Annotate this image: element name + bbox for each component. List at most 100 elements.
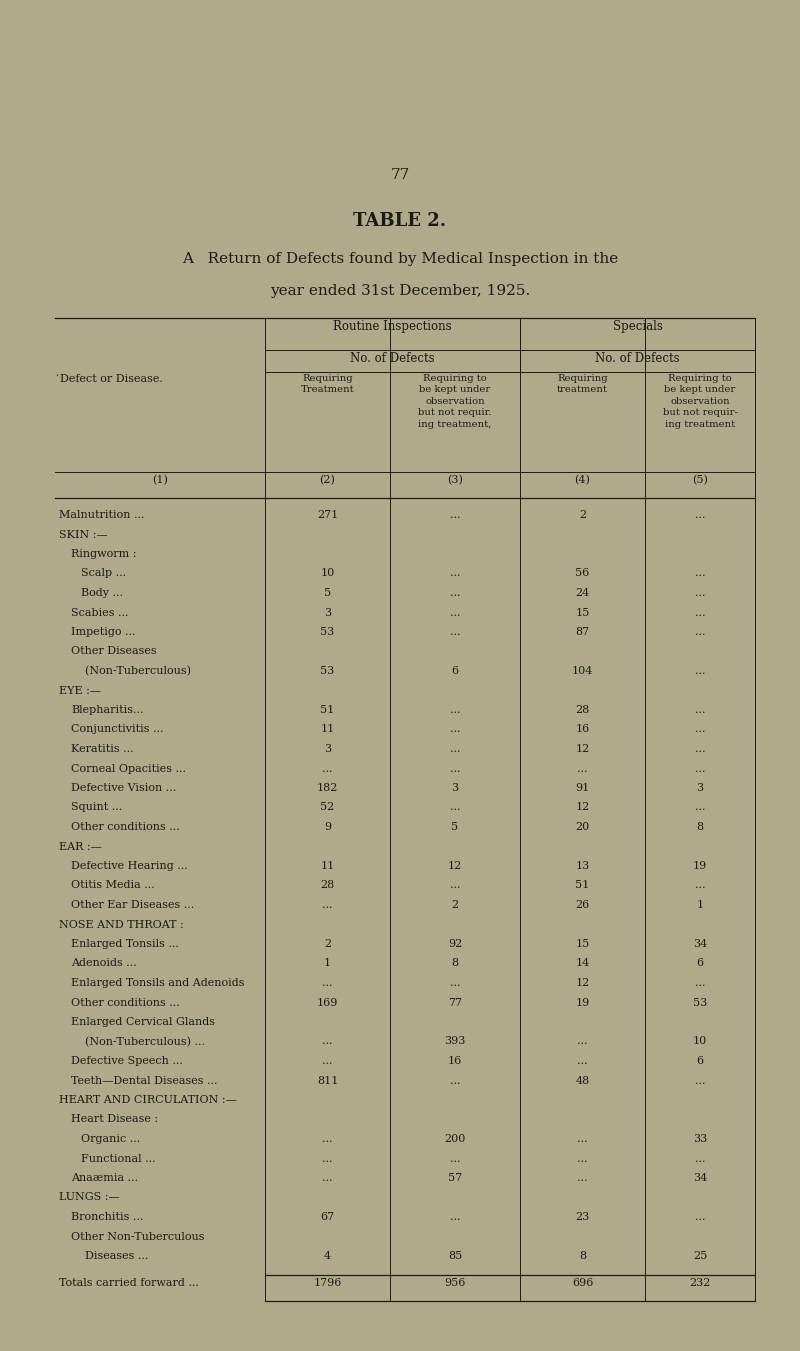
- Text: Malnutrition ...: Malnutrition ...: [59, 509, 145, 520]
- Text: ...: ...: [694, 705, 706, 715]
- Text: 19: 19: [575, 997, 590, 1008]
- Text: LUNGS :—: LUNGS :—: [59, 1193, 120, 1202]
- Text: 33: 33: [693, 1133, 707, 1144]
- Text: 16: 16: [575, 724, 590, 735]
- Text: 2: 2: [579, 509, 586, 520]
- Text: A   Return of Defects found by Medical Inspection in the: A Return of Defects found by Medical Ins…: [182, 253, 618, 266]
- Text: Otitis Media ...: Otitis Media ...: [71, 881, 154, 890]
- Text: 12: 12: [575, 978, 590, 988]
- Text: Totals carried forward ...: Totals carried forward ...: [59, 1278, 199, 1289]
- Text: 2: 2: [451, 900, 458, 911]
- Text: 91: 91: [575, 784, 590, 793]
- Text: 6: 6: [697, 958, 703, 969]
- Text: ...: ...: [450, 802, 460, 812]
- Text: ...: ...: [450, 569, 460, 578]
- Text: ...: ...: [450, 608, 460, 617]
- Text: ...: ...: [322, 1154, 333, 1163]
- Text: ...: ...: [578, 1036, 588, 1047]
- Text: ...: ...: [694, 744, 706, 754]
- Text: 26: 26: [575, 900, 590, 911]
- Text: ...: ...: [578, 1056, 588, 1066]
- Text: (1): (1): [152, 476, 168, 485]
- Text: ...: ...: [694, 1212, 706, 1223]
- Text: Functional ...: Functional ...: [81, 1154, 156, 1163]
- Text: Teeth—Dental Diseases ...: Teeth—Dental Diseases ...: [71, 1075, 218, 1085]
- Text: ...: ...: [694, 666, 706, 676]
- Text: 5: 5: [324, 588, 331, 598]
- Text: Scalp ...: Scalp ...: [81, 569, 126, 578]
- Text: 24: 24: [575, 588, 590, 598]
- Text: (Non-Tuberculous) ...: (Non-Tuberculous) ...: [71, 1036, 205, 1047]
- Text: 25: 25: [693, 1251, 707, 1260]
- Text: 28: 28: [320, 881, 334, 890]
- Text: ...: ...: [694, 1154, 706, 1163]
- Text: SKIN :—: SKIN :—: [59, 530, 108, 539]
- Text: TABLE 2.: TABLE 2.: [354, 212, 446, 230]
- Text: ...: ...: [450, 763, 460, 774]
- Text: 200: 200: [444, 1133, 466, 1144]
- Text: (5): (5): [692, 476, 708, 485]
- Text: Squint ...: Squint ...: [71, 802, 122, 812]
- Text: ...: ...: [450, 978, 460, 988]
- Text: Anaæmia ...: Anaæmia ...: [71, 1173, 138, 1183]
- Text: 5: 5: [451, 821, 458, 832]
- Text: Adenoids ...: Adenoids ...: [71, 958, 137, 969]
- Text: 8: 8: [579, 1251, 586, 1260]
- Text: 87: 87: [575, 627, 590, 638]
- Text: ...: ...: [322, 900, 333, 911]
- Text: ...: ...: [694, 569, 706, 578]
- Text: ...: ...: [694, 588, 706, 598]
- Text: (4): (4): [574, 476, 590, 485]
- Text: HEART AND CIRCULATION :—: HEART AND CIRCULATION :—: [59, 1096, 237, 1105]
- Text: Defective Hearing ...: Defective Hearing ...: [71, 861, 188, 871]
- Text: Other Non-Tuberculous: Other Non-Tuberculous: [71, 1232, 205, 1242]
- Text: 1: 1: [324, 958, 331, 969]
- Text: ...: ...: [694, 763, 706, 774]
- Text: 23: 23: [575, 1212, 590, 1223]
- Text: ...: ...: [450, 705, 460, 715]
- Text: Bronchitis ...: Bronchitis ...: [71, 1212, 143, 1223]
- Text: 28: 28: [575, 705, 590, 715]
- Text: Body ...: Body ...: [81, 588, 123, 598]
- Text: ...: ...: [450, 881, 460, 890]
- Text: 10: 10: [693, 1036, 707, 1047]
- Text: 77: 77: [390, 168, 410, 182]
- Text: Organic ...: Organic ...: [81, 1133, 140, 1144]
- Text: ...: ...: [322, 763, 333, 774]
- Text: 15: 15: [575, 939, 590, 948]
- Text: 696: 696: [572, 1278, 593, 1289]
- Text: Keratitis ...: Keratitis ...: [71, 744, 134, 754]
- Text: 77: 77: [448, 997, 462, 1008]
- Text: Defective Vision ...: Defective Vision ...: [71, 784, 176, 793]
- Text: Impetigo ...: Impetigo ...: [71, 627, 135, 638]
- Text: Other Diseases: Other Diseases: [71, 647, 157, 657]
- Text: 11: 11: [320, 861, 334, 871]
- Text: 182: 182: [317, 784, 338, 793]
- Text: 14: 14: [575, 958, 590, 969]
- Text: 51: 51: [575, 881, 590, 890]
- Text: ...: ...: [322, 1036, 333, 1047]
- Text: 1796: 1796: [314, 1278, 342, 1289]
- Text: ...: ...: [450, 1075, 460, 1085]
- Text: 57: 57: [448, 1173, 462, 1183]
- Text: 271: 271: [317, 509, 338, 520]
- Text: 53: 53: [320, 666, 334, 676]
- Text: 1: 1: [697, 900, 703, 911]
- Text: Corneal Opacities ...: Corneal Opacities ...: [71, 763, 186, 774]
- Text: Diseases ...: Diseases ...: [71, 1251, 148, 1260]
- Text: 52: 52: [320, 802, 334, 812]
- Text: 12: 12: [448, 861, 462, 871]
- Text: ...: ...: [694, 978, 706, 988]
- Text: 19: 19: [693, 861, 707, 871]
- Text: 3: 3: [451, 784, 458, 793]
- Text: ...: ...: [578, 1133, 588, 1144]
- Text: ...: ...: [450, 1212, 460, 1223]
- Text: 85: 85: [448, 1251, 462, 1260]
- Text: Other Ear Diseases ...: Other Ear Diseases ...: [71, 900, 194, 911]
- Text: No. of Defects: No. of Defects: [595, 353, 680, 365]
- Text: Ringworm :: Ringworm :: [71, 549, 137, 559]
- Text: EAR :—: EAR :—: [59, 842, 102, 851]
- Text: ...: ...: [322, 1133, 333, 1144]
- Text: 53: 53: [320, 627, 334, 638]
- Text: ...: ...: [450, 744, 460, 754]
